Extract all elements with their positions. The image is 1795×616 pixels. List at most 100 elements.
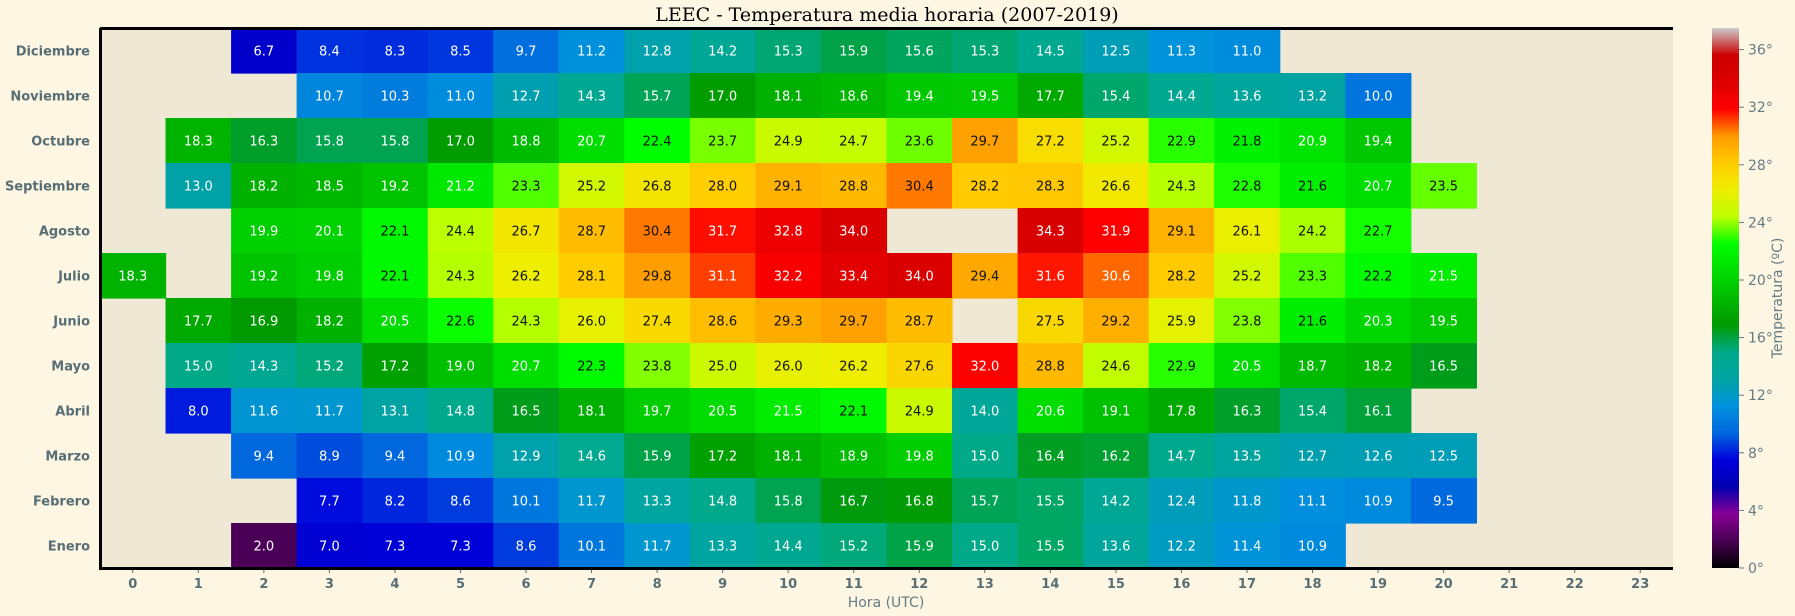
cell-value-label: 16.4: [1036, 450, 1065, 465]
cell-value-label: 2.0: [254, 540, 275, 555]
heatmap-cell: [755, 298, 822, 344]
cell-value-label: 15.4: [1101, 90, 1130, 105]
cell-value-label: 21.6: [1298, 315, 1327, 330]
heatmap-cell: [755, 163, 822, 209]
cell-value-label: 24.4: [446, 225, 475, 240]
heatmap-cell: [1017, 388, 1084, 434]
cell-value-label: 11.0: [446, 90, 475, 105]
cell-value-label: 17.8: [1167, 405, 1196, 420]
cell-value-label: 11.7: [643, 540, 672, 555]
heatmap-cell: [165, 118, 232, 164]
heatmap-cell: [755, 253, 822, 299]
cell-value-label: 18.2: [1364, 360, 1393, 375]
x-tick-label: 21: [1500, 577, 1518, 592]
heatmap-cell: [231, 163, 298, 209]
cell-value-label: 9.5: [1433, 495, 1454, 510]
heatmap-cell: [493, 28, 560, 74]
cell-value-label: 28.8: [1036, 360, 1065, 375]
heatmap-cell: [493, 433, 560, 479]
heatmap-cell: [1083, 73, 1150, 119]
heatmap-cell: [558, 523, 625, 569]
cell-value-label: 13.6: [1101, 540, 1130, 555]
heatmap-cell: [886, 253, 953, 299]
heatmap-cell: [689, 523, 757, 569]
cell-value-label: 20.5: [1233, 360, 1262, 375]
heatmap-cell: [1345, 298, 1412, 344]
cell-value-label: 22.4: [643, 135, 672, 150]
cell-value-label: 15.7: [970, 495, 999, 510]
heatmap-cell: [558, 478, 625, 524]
x-tick-label: 15: [1107, 577, 1125, 592]
cell-value-label: 22.9: [1167, 360, 1196, 375]
cell-value-label: 28.2: [970, 180, 999, 195]
cell-value-label: 14.0: [970, 405, 999, 420]
heatmap-cell: [1345, 478, 1412, 524]
cell-value-label: 19.8: [905, 450, 934, 465]
cell-value-label: 17.7: [184, 315, 213, 330]
heatmap-cell: [755, 343, 822, 389]
heatmap-cell: [427, 73, 494, 119]
y-tick-label: Mayo: [51, 360, 90, 375]
cell-value-label: 7.0: [319, 540, 340, 555]
cell-value-label: 23.6: [905, 135, 934, 150]
heatmap-cell: [820, 253, 888, 299]
heatmap-cell: [624, 298, 691, 344]
cell-value-label: 15.3: [774, 45, 803, 60]
cell-value-label: 11.3: [1167, 45, 1196, 60]
cell-value-label: 13.1: [380, 405, 409, 420]
heatmap-cell: [1017, 433, 1084, 479]
cell-value-label: 28.3: [1036, 180, 1065, 195]
cell-value-label: 16.3: [1233, 405, 1262, 420]
cell-value-label: 9.4: [385, 450, 406, 465]
heatmap-cell: [1214, 298, 1281, 344]
heatmap-cell: [231, 118, 298, 164]
heatmap-cell: [362, 298, 429, 344]
heatmap-cell: [1214, 523, 1281, 569]
heatmap-cell: [296, 118, 363, 164]
heatmap-cell: [1148, 433, 1215, 479]
heatmap-cell: [952, 118, 1019, 164]
x-tick-label: 12: [910, 577, 928, 592]
cell-value-label: 21.6: [1298, 180, 1327, 195]
cell-value-label: 16.9: [249, 315, 278, 330]
heatmap-cell: [1345, 253, 1412, 299]
cell-value-label: 7.3: [385, 540, 406, 555]
heatmap-cell: [1017, 478, 1084, 524]
heatmap-cell: [1017, 208, 1084, 254]
cell-value-label: 10.0: [1364, 90, 1393, 105]
cell-value-label: 11.7: [577, 495, 606, 510]
x-tick-label: 16: [1172, 577, 1190, 592]
heatmap-cell: [624, 523, 691, 569]
heatmap-cell: [755, 118, 822, 164]
cell-value-label: 11.0: [1233, 45, 1262, 60]
cell-value-label: 21.5: [1429, 270, 1458, 285]
heatmap-cell: [1017, 163, 1084, 209]
heatmap-cell: [1345, 208, 1412, 254]
heatmap-cell: [1279, 298, 1346, 344]
heatmap-cell: [624, 163, 691, 209]
heatmap-cell: [820, 523, 888, 569]
cell-value-label: 14.3: [577, 90, 606, 105]
colorbar-tick-label: 16°: [1748, 331, 1773, 347]
cell-value-label: 10.9: [1364, 495, 1393, 510]
cell-value-label: 33.4: [839, 270, 868, 285]
heatmap-cell: [493, 343, 560, 389]
cell-value-label: 10.9: [1298, 540, 1327, 555]
heatmap-cell: [362, 478, 429, 524]
cell-value-label: 27.4: [643, 315, 672, 330]
cell-value-label: 28.2: [1167, 270, 1196, 285]
heatmap-cell: [1410, 343, 1477, 389]
heatmap-cell: [558, 298, 625, 344]
heatmap-cell: [1148, 118, 1215, 164]
y-tick-label: Agosto: [39, 225, 90, 240]
cell-value-label: 10.1: [512, 495, 541, 510]
heatmap-cell: [1214, 28, 1281, 74]
cell-value-label: 19.0: [446, 360, 475, 375]
heatmap-cell: [886, 28, 953, 74]
cell-value-label: 26.7: [512, 225, 541, 240]
x-tick-label: 19: [1369, 577, 1387, 592]
cell-value-label: 14.8: [446, 405, 475, 420]
heatmap-cell: [100, 253, 167, 299]
heatmap-cell: [1214, 118, 1281, 164]
heatmap-cell: [362, 523, 429, 569]
